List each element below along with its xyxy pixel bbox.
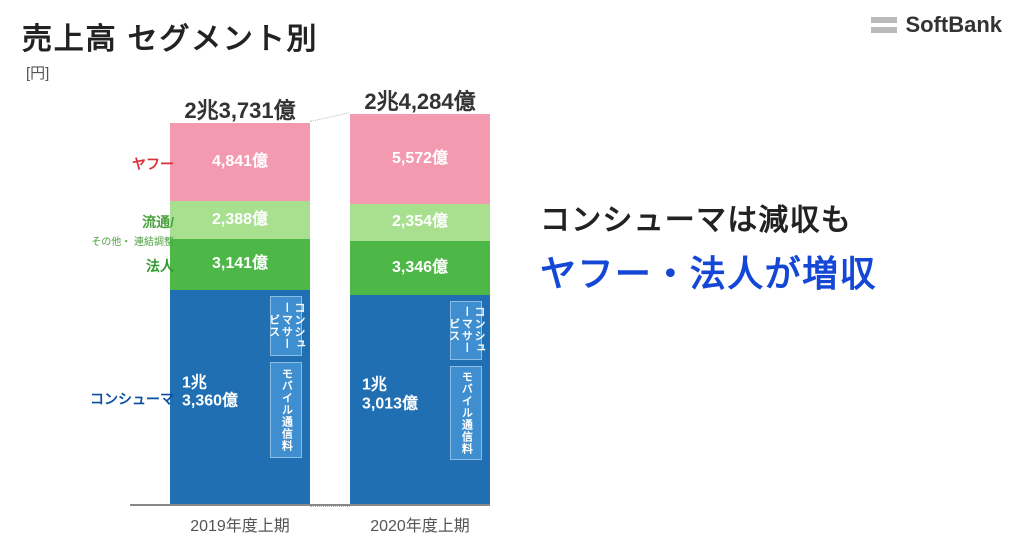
bar-0: 1兆 3,360億 コンシューマサービスモバイル通信料 3,141億 2,388億 4,…: [170, 123, 310, 504]
consumer-sub: モバイル通信料: [270, 362, 302, 458]
segment-cons: 1兆 3,360億 コンシューマサービスモバイル通信料: [170, 290, 310, 504]
segment-yahoo: 4,841億: [170, 123, 310, 201]
y-category-dist: 流通/その他・ 連結調整: [74, 212, 174, 248]
slide-root: 売上高 セグメント別 [円] SoftBank 1兆 3,360億 コンシューマサ…: [0, 0, 1024, 559]
segment-value: 2,388億: [212, 211, 268, 229]
brand-logo-icon: [871, 17, 897, 33]
segment-value: 1兆 3,013億: [362, 377, 418, 414]
segment-dist: 2,388億: [170, 201, 310, 239]
stacked-bar-chart: 1兆 3,360億 コンシューマサービスモバイル通信料 3,141億 2,388億 4,…: [78, 78, 508, 538]
consumer-sub-label: モバイル通信料: [451, 367, 481, 459]
segment-yahoo: 5,572億: [350, 114, 490, 203]
connector-line: [310, 112, 349, 122]
consumer-sub: コンシューマサービス: [450, 301, 482, 359]
bar-1: 1兆 3,013億 コンシューマサービスモバイル通信料 3,346億 2,354億 5,…: [350, 114, 490, 504]
segment-value: 3,141億: [212, 255, 268, 273]
slide-title: 売上高 セグメント別: [22, 14, 318, 58]
message-line2: ヤフー・法人が増収: [540, 245, 1010, 297]
unit-label: [円]: [26, 62, 49, 83]
segment-value: 3,346億: [392, 259, 448, 277]
segment-biz: 3,346億: [350, 241, 490, 295]
segment-value: 5,572億: [392, 150, 448, 168]
segment-value: 4,841億: [212, 153, 268, 171]
y-category-biz: 法人: [74, 256, 174, 276]
segment-biz: 3,141億: [170, 239, 310, 289]
y-category-yahoo: ヤフー: [74, 154, 174, 174]
consumer-sub: コンシューマサービス: [270, 296, 302, 356]
brand-name: SoftBank: [905, 12, 1002, 38]
bar-total: 2兆4,284億: [350, 84, 490, 116]
bar-total: 2兆3,731億: [170, 93, 310, 125]
segment-dist: 2,354億: [350, 204, 490, 242]
key-message: コンシューマは減収も ヤフー・法人が増収: [540, 195, 1010, 297]
y-category-cons: コンシューマ: [74, 389, 174, 409]
chart-plot: 1兆 3,360億 コンシューマサービスモバイル通信料 3,141億 2,388億 4,…: [130, 116, 490, 506]
consumer-sub: モバイル通信料: [450, 366, 482, 460]
x-axis-label: 2019年度上期: [160, 512, 320, 536]
consumer-sub-label: モバイル通信料: [271, 363, 301, 457]
x-axis-label: 2020年度上期: [340, 512, 500, 536]
segment-value: 2,354億: [392, 213, 448, 231]
message-line1: コンシューマは減収も: [540, 195, 1010, 239]
connector-line: [310, 506, 350, 507]
segment-cons: 1兆 3,013億 コンシューマサービスモバイル通信料: [350, 295, 490, 504]
consumer-sub-label: コンシューマサービス: [451, 302, 481, 358]
brand-block: SoftBank: [871, 12, 1002, 38]
segment-value: 1兆 3,360億: [182, 374, 238, 411]
consumer-sub-label: コンシューマサービス: [271, 297, 301, 355]
